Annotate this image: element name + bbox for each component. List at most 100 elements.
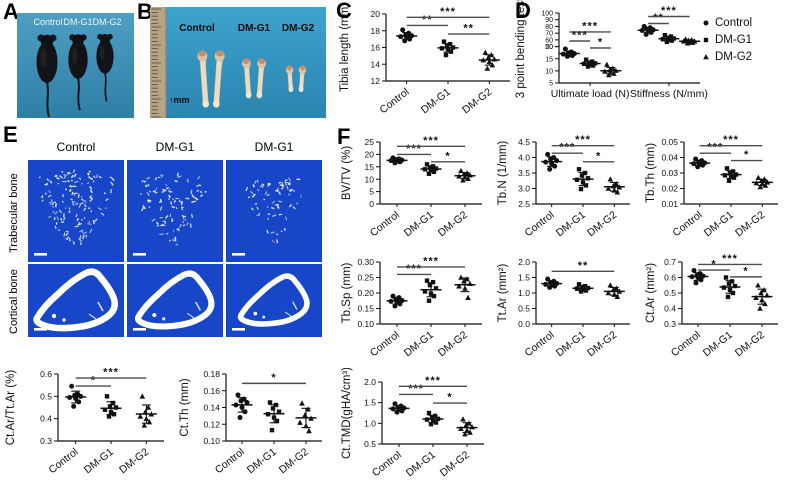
svg-text:2.5: 2.5 bbox=[518, 199, 530, 209]
panel-label-c: C bbox=[336, 0, 352, 23]
cortical-bone-image bbox=[28, 264, 124, 337]
svg-text:DM-G2: DM-G2 bbox=[436, 329, 470, 359]
svg-text:DM-G1: DM-G1 bbox=[715, 34, 752, 46]
svg-text:*: * bbox=[743, 265, 748, 277]
chart-ct-tmd: 0.51.01.52.0Ct.TMD(gHA/cm³) *******Contro… bbox=[341, 368, 484, 479]
svg-text:Control: Control bbox=[370, 449, 404, 479]
svg-text:10: 10 bbox=[365, 174, 375, 184]
svg-text:0.7: 0.7 bbox=[664, 257, 676, 267]
svg-text:0.16: 0.16 bbox=[203, 386, 220, 396]
svg-text:90: 90 bbox=[545, 17, 553, 24]
svg-text:Control: Control bbox=[213, 446, 247, 476]
svg-text:Control: Control bbox=[669, 329, 703, 359]
svg-text:Ct.TMD(gHA/cm³): Ct.TMD(gHA/cm³) bbox=[341, 368, 353, 459]
svg-text:0.6: 0.6 bbox=[40, 369, 52, 379]
chart-ct-ar: 0.30.40.50.60.7Ct.Ar (mm²)*****ControlDM… bbox=[645, 253, 778, 359]
svg-text:**: ** bbox=[463, 23, 474, 35]
svg-text:0.6: 0.6 bbox=[664, 273, 676, 283]
svg-text:***: *** bbox=[408, 383, 424, 395]
svg-text:0.03: 0.03 bbox=[661, 168, 678, 178]
svg-text:20: 20 bbox=[371, 9, 381, 19]
svg-text:***: *** bbox=[722, 253, 738, 265]
svg-text:0.5: 0.5 bbox=[664, 288, 676, 298]
svg-text:***: *** bbox=[707, 142, 723, 154]
svg-text:***: *** bbox=[406, 143, 422, 155]
trabecular-bone-image bbox=[226, 160, 322, 262]
svg-text:***: *** bbox=[440, 6, 456, 18]
svg-text:10: 10 bbox=[545, 68, 553, 75]
svg-text:Stiffness (N/mm): Stiffness (N/mm) bbox=[630, 88, 708, 100]
chart-tb-n: 2.53.03.54.04.5Tb.N (1/mm) *******Control… bbox=[497, 134, 630, 239]
svg-text:25: 25 bbox=[365, 137, 375, 147]
svg-text:Tb.Sp (mm): Tb.Sp (mm) bbox=[341, 262, 353, 323]
svg-text:Control: Control bbox=[377, 86, 411, 116]
microct-col-header: Control bbox=[56, 140, 96, 154]
svg-text:0.12: 0.12 bbox=[203, 419, 220, 429]
svg-text:5: 5 bbox=[549, 81, 553, 88]
svg-text:0.3: 0.3 bbox=[664, 319, 676, 329]
svg-text:***: *** bbox=[103, 367, 119, 379]
svg-text:3.5: 3.5 bbox=[518, 168, 530, 178]
panel-label-d: D bbox=[515, 0, 531, 23]
mouse-group-label: DM-G1 bbox=[63, 17, 93, 27]
svg-text:BV/TV (%): BV/TV (%) bbox=[341, 146, 353, 200]
svg-text:***: *** bbox=[559, 142, 575, 154]
svg-text:***: *** bbox=[582, 20, 598, 32]
svg-text:0.4: 0.4 bbox=[40, 414, 52, 424]
scale-note: ↑mm bbox=[169, 95, 190, 105]
svg-text:Ct.Ar/Tt.Ar (%): Ct.Ar/Tt.Ar (%) bbox=[5, 370, 17, 446]
microct-col-header: DM-G1 bbox=[155, 140, 195, 154]
svg-text:1.5: 1.5 bbox=[518, 273, 530, 283]
svg-text:15: 15 bbox=[365, 162, 375, 172]
svg-text:Tb.N (1/mm): Tb.N (1/mm) bbox=[497, 141, 509, 206]
svg-text:DM-G2: DM-G2 bbox=[733, 329, 767, 359]
bone-group-label: Control bbox=[179, 23, 215, 34]
panel-label-f: F bbox=[337, 124, 351, 149]
svg-text:**: ** bbox=[653, 12, 664, 24]
svg-text:3.0: 3.0 bbox=[518, 184, 530, 194]
svg-text:***: *** bbox=[661, 5, 677, 17]
svg-text:*: * bbox=[596, 150, 601, 162]
svg-text:DM-G2: DM-G2 bbox=[438, 449, 472, 479]
svg-text:Tibia length (mm): Tibia length (mm) bbox=[339, 3, 351, 92]
row-label-cortical: Cortical bone bbox=[8, 269, 20, 334]
svg-text:DM-G2: DM-G2 bbox=[733, 209, 767, 239]
svg-text:1.0: 1.0 bbox=[364, 418, 376, 428]
svg-text:*: * bbox=[91, 375, 96, 387]
svg-text:20: 20 bbox=[365, 149, 375, 159]
svg-text:DM-G1: DM-G1 bbox=[702, 209, 736, 239]
trabecular-bone-image bbox=[127, 160, 223, 262]
row-label-trabecular: Trabecular bone bbox=[8, 173, 20, 253]
svg-text:DM-G1: DM-G1 bbox=[554, 329, 588, 359]
svg-text:DM-G1: DM-G1 bbox=[82, 446, 116, 476]
bone-group-label: DM-G2 bbox=[281, 23, 315, 34]
svg-text:Control: Control bbox=[670, 209, 704, 239]
svg-text:0.25: 0.25 bbox=[357, 273, 374, 283]
svg-text:***: *** bbox=[423, 255, 439, 267]
svg-text:***: *** bbox=[423, 135, 439, 147]
svg-text:0.5: 0.5 bbox=[518, 304, 530, 314]
bone-group-label: DM-G1 bbox=[237, 23, 271, 34]
svg-text:18: 18 bbox=[371, 26, 381, 36]
svg-text:DM-G1: DM-G1 bbox=[404, 449, 438, 479]
panel-label-e: E bbox=[3, 122, 18, 147]
svg-text:Ultimate load (N): Ultimate load (N) bbox=[551, 88, 630, 100]
svg-text:100: 100 bbox=[541, 11, 553, 18]
svg-text:**: ** bbox=[578, 260, 589, 272]
svg-text:***: *** bbox=[575, 134, 591, 146]
svg-text:0.02: 0.02 bbox=[661, 184, 678, 194]
svg-text:DM-G2: DM-G2 bbox=[117, 446, 151, 476]
svg-text:Control: Control bbox=[368, 209, 402, 239]
svg-text:20: 20 bbox=[545, 44, 553, 51]
svg-text:0.01: 0.01 bbox=[661, 199, 678, 209]
svg-text:*: * bbox=[445, 150, 450, 162]
svg-text:DM-G1: DM-G1 bbox=[402, 209, 436, 239]
svg-text:Control: Control bbox=[522, 209, 556, 239]
svg-text:DM-G2: DM-G2 bbox=[585, 329, 619, 359]
svg-text:Ct.Ar (mm²): Ct.Ar (mm²) bbox=[645, 263, 657, 323]
svg-text:4.0: 4.0 bbox=[518, 153, 530, 163]
svg-text:0.3: 0.3 bbox=[40, 436, 52, 446]
